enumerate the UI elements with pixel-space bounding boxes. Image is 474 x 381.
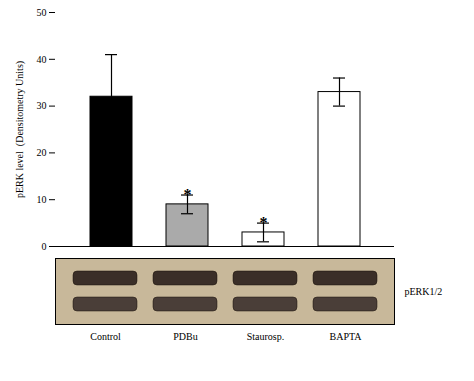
svg-text:20: 20	[37, 147, 47, 158]
svg-text:PDBu: PDBu	[173, 331, 197, 342]
svg-text:Control: Control	[90, 331, 121, 342]
svg-text:pERK level (Densitometry Unit: pERK level (Densitometry Units)	[14, 61, 26, 198]
svg-text:40: 40	[37, 54, 47, 65]
svg-text:Staurosp.: Staurosp.	[247, 331, 285, 342]
svg-text:*: *	[260, 214, 268, 231]
svg-text:50: 50	[37, 7, 47, 18]
svg-text:pERK1/2: pERK1/2	[405, 286, 443, 297]
svg-text:0: 0	[42, 241, 47, 250]
svg-text:30: 30	[37, 100, 47, 111]
svg-text:BAPTA: BAPTA	[330, 331, 363, 342]
svg-text:*: *	[184, 186, 192, 203]
svg-text:10: 10	[37, 194, 47, 205]
